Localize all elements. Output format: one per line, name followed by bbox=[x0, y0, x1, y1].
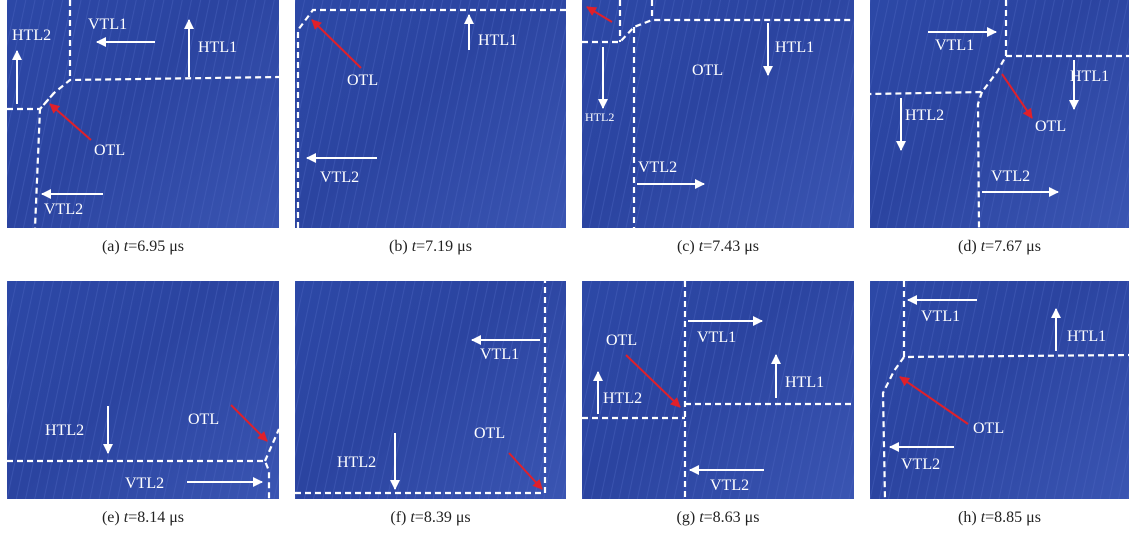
label-vtl1: VTL1 bbox=[935, 37, 975, 54]
label-vtl2: VTL2 bbox=[710, 477, 750, 494]
label-vtl2: VTL2 bbox=[320, 169, 360, 186]
label-vtl1: VTL1 bbox=[921, 308, 961, 325]
label-vtl2: VTL2 bbox=[901, 456, 941, 473]
caption-h: (h) t=8.85 μs bbox=[958, 509, 1041, 526]
otl-arrow bbox=[508, 452, 543, 490]
label-otl: OTL bbox=[188, 411, 220, 428]
label-vtl2: VTL2 bbox=[638, 159, 678, 176]
front-line bbox=[33, 92, 55, 228]
simulation-image-d bbox=[870, 0, 1129, 228]
label-vtl2: VTL2 bbox=[44, 201, 84, 218]
front-line bbox=[7, 459, 271, 499]
caption-f: (f) t=8.39 μs bbox=[390, 509, 471, 526]
panel-h: VTL1 HTL1 OTL VTL2 (h) t=8.85 μs bbox=[870, 281, 1129, 526]
otl-arrow bbox=[899, 376, 969, 425]
panel-e: HTL2 OTL VTL2 (e) t=8.14 μs bbox=[7, 281, 279, 526]
otl-arrow bbox=[586, 6, 613, 23]
panel-c: HTL1 OTL HTL2 VTL2 (c) t=7.43 μs bbox=[582, 0, 854, 255]
label-htl1: HTL1 bbox=[775, 39, 815, 56]
simulation-image-h bbox=[870, 281, 1129, 499]
label-htl1: HTL1 bbox=[198, 39, 238, 56]
otl-arrow bbox=[230, 404, 268, 442]
label-htl2: HTL2 bbox=[905, 107, 945, 124]
panel-a: VTL1 HTL1 HTL2 OTL VTL2 (a) t=6.95 μs bbox=[7, 0, 279, 255]
label-otl: OTL bbox=[1035, 118, 1067, 135]
label-otl: OTL bbox=[94, 142, 126, 159]
label-htl1: HTL1 bbox=[1070, 68, 1110, 85]
front-line bbox=[263, 428, 279, 462]
otl-arrow bbox=[625, 354, 681, 408]
label-otl: OTL bbox=[973, 420, 1005, 437]
label-vtl1: VTL1 bbox=[480, 346, 520, 363]
label-vtl1: VTL1 bbox=[697, 329, 737, 346]
front-line bbox=[582, 18, 854, 44]
label-htl2: HTL2 bbox=[45, 422, 85, 439]
caption-a: (a) t=6.95 μs bbox=[101, 238, 185, 255]
front-line bbox=[870, 0, 1008, 96]
label-htl2: HTL2 bbox=[603, 390, 643, 407]
label-htl2: HTL2 bbox=[337, 454, 377, 471]
front-line bbox=[295, 281, 547, 495]
otl-arrow bbox=[1001, 73, 1033, 119]
otl-arrow bbox=[49, 103, 92, 141]
simulation-image-a bbox=[7, 0, 279, 228]
label-htl1: HTL1 bbox=[478, 32, 518, 49]
simulation-image-f bbox=[295, 281, 566, 499]
caption-g: (g) t=8.63 μs bbox=[676, 509, 760, 526]
label-htl2: HTL2 bbox=[12, 27, 52, 44]
otl-arrow bbox=[311, 19, 362, 69]
panel-g: OTL VTL1 HTL1 HTL2 VTL2 (g) t=8.63 μs bbox=[582, 281, 854, 526]
label-htl1: HTL1 bbox=[1067, 328, 1107, 345]
caption-c: (c) t=7.43 μs bbox=[676, 238, 760, 255]
label-htl2: HTL2 bbox=[585, 110, 615, 124]
simulation-image-e bbox=[7, 281, 279, 499]
simulation-image-g bbox=[582, 281, 854, 499]
simulation-image-c bbox=[582, 0, 854, 228]
front-line bbox=[881, 356, 905, 499]
panel-d: VTL1 HTL1 HTL2 OTL VTL2 (d) t=7.67 μs bbox=[870, 0, 1129, 255]
label-htl1: HTL1 bbox=[785, 374, 825, 391]
caption-e: (e) t=8.14 μs bbox=[101, 509, 185, 526]
label-vtl2: VTL2 bbox=[125, 475, 165, 492]
panel-b: HTL1 OTL VTL2 (b) t=7.19 μs bbox=[295, 0, 566, 255]
label-otl: OTL bbox=[347, 72, 379, 89]
front-line bbox=[976, 91, 984, 228]
label-vtl1: VTL1 bbox=[88, 16, 128, 33]
panel-f: VTL1 HTL2 OTL (f) t=8.39 μs bbox=[295, 281, 566, 526]
label-otl: OTL bbox=[692, 62, 724, 79]
label-otl: OTL bbox=[474, 425, 506, 442]
label-vtl2: VTL2 bbox=[991, 168, 1031, 185]
front-line bbox=[296, 8, 566, 228]
simulation-image-b bbox=[295, 0, 566, 228]
caption-d: (d) t=7.67 μs bbox=[958, 238, 1041, 255]
label-otl: OTL bbox=[606, 332, 638, 349]
caption-b: (b) t=7.19 μs bbox=[389, 238, 472, 255]
